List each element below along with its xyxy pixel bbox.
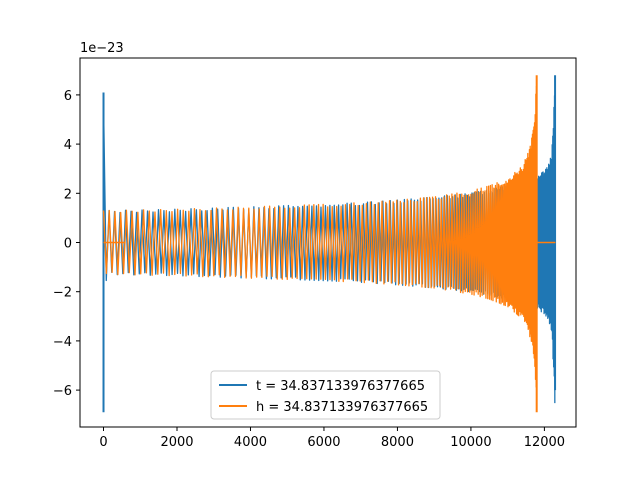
x-tick-label: 10000 <box>450 435 491 450</box>
y-tick-label: −4 <box>53 335 72 350</box>
x-tick-label: 6000 <box>307 435 340 450</box>
x-tick-label: 8000 <box>381 435 414 450</box>
plot-area <box>102 75 557 413</box>
y-tick-label: −2 <box>53 286 72 301</box>
y-tick-label: −6 <box>53 384 72 399</box>
y-tick-label: 2 <box>64 187 72 202</box>
legend-label: t = 34.837133976377665 <box>256 379 425 394</box>
legend-label: h = 34.837133976377665 <box>256 400 428 415</box>
y-tick-label: 4 <box>64 138 72 153</box>
y-tick-label: 6 <box>64 89 72 104</box>
legend: t = 34.837133976377665 h = 34.83713397637… <box>210 370 441 420</box>
y-axis: −6 −4 −2 0 2 4 6 <box>53 89 80 399</box>
y-offset-label: 1e−23 <box>80 41 124 56</box>
series-line-2 <box>102 85 538 388</box>
y-tick-label: 0 <box>64 237 72 252</box>
x-tick-label: 2000 <box>160 435 193 450</box>
x-axis: 0 2000 4000 6000 8000 10000 12000 <box>99 427 565 450</box>
x-tick-label: 4000 <box>234 435 267 450</box>
legend-box <box>210 370 441 420</box>
x-tick-label: 12000 <box>524 435 565 450</box>
x-tick-label: 0 <box>99 435 107 450</box>
